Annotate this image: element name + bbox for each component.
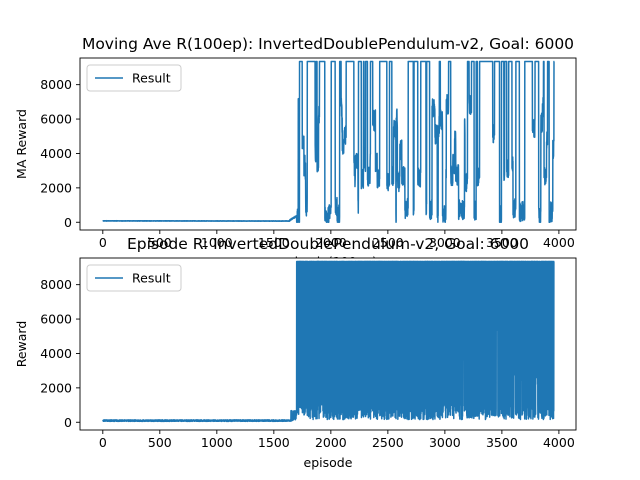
x-tick-label: 500 bbox=[148, 235, 172, 250]
y-tick-label: 4000 bbox=[40, 146, 72, 161]
legend: Result bbox=[86, 64, 182, 92]
x-tick-label: 4000 bbox=[543, 235, 575, 250]
moving-average-chart: 0 500 1000 1500 2000 2500 3000 3500 4000 0 2000 400… bbox=[14, 35, 577, 269]
legend-label: Result bbox=[132, 271, 171, 286]
y-tick-label: 6000 bbox=[40, 312, 72, 327]
y-tick-label: 8000 bbox=[40, 277, 72, 292]
series-line-result bbox=[102, 260, 555, 423]
x-tick-label: 2500 bbox=[372, 235, 404, 250]
x-tick-label: 1500 bbox=[258, 235, 290, 250]
x-tick-label: 2500 bbox=[372, 435, 404, 450]
episode-reward-chart: 0 500 1000 1500 2000 2500 3000 3500 4000 0 2000 400… bbox=[14, 235, 577, 470]
x-axis-label: episode bbox=[304, 455, 353, 470]
y-tick-label: 2000 bbox=[40, 180, 72, 195]
y-tick-label: 4000 bbox=[40, 346, 72, 361]
x-tick-label: 2000 bbox=[315, 235, 347, 250]
plot-frame bbox=[79, 257, 577, 431]
legend-box bbox=[86, 264, 182, 292]
x-tick-label: 1000 bbox=[201, 435, 233, 450]
x-tick-label: 0 bbox=[99, 235, 107, 250]
x-tick-label: 3000 bbox=[429, 235, 461, 250]
y-tick-label: 6000 bbox=[40, 112, 72, 127]
x-tick-label: 3500 bbox=[486, 235, 518, 250]
y-tick-label: 8000 bbox=[40, 77, 72, 92]
chart-title: Moving Ave R(100ep): InvertedDoublePendu… bbox=[82, 35, 574, 53]
legend: Result bbox=[86, 264, 182, 292]
legend-box bbox=[86, 64, 182, 92]
series-line-result bbox=[102, 60, 555, 224]
x-tick-label: 1000 bbox=[201, 235, 233, 250]
x-tick-label: 500 bbox=[148, 435, 172, 450]
y-tick-label: 2000 bbox=[40, 380, 72, 395]
x-tick-label: 0 bbox=[99, 435, 107, 450]
x-tick-label: 4000 bbox=[543, 435, 575, 450]
legend-label: Result bbox=[132, 71, 171, 86]
chart-title: Episode R: InvertedDoublePendulum-v2, Go… bbox=[127, 235, 529, 253]
x-tick-label: 1500 bbox=[258, 435, 290, 450]
x-tick-label: 3500 bbox=[486, 435, 518, 450]
x-tick-label: 2000 bbox=[315, 435, 347, 450]
y-axis-label: Reward bbox=[14, 321, 29, 368]
y-tick-label: 0 bbox=[64, 415, 72, 430]
y-tick-label: 0 bbox=[64, 215, 72, 230]
plot-frame bbox=[79, 57, 577, 231]
x-tick-label: 3000 bbox=[429, 435, 461, 450]
y-axis-label: MA Reward bbox=[14, 109, 29, 179]
